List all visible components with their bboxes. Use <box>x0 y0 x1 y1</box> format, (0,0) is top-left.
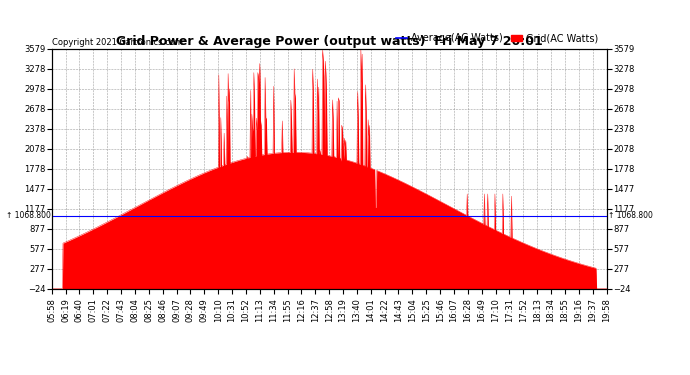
Legend: Average(AC Watts), Grid(AC Watts): Average(AC Watts), Grid(AC Watts) <box>392 30 602 47</box>
Text: ↑ 1068.800: ↑ 1068.800 <box>608 211 653 220</box>
Title: Grid Power & Average Power (output watts)  Fri May 7 20:01: Grid Power & Average Power (output watts… <box>116 34 543 48</box>
Text: Copyright 2021 Cartronics.com: Copyright 2021 Cartronics.com <box>52 38 183 47</box>
Text: ↑ 1068.800: ↑ 1068.800 <box>6 211 51 220</box>
